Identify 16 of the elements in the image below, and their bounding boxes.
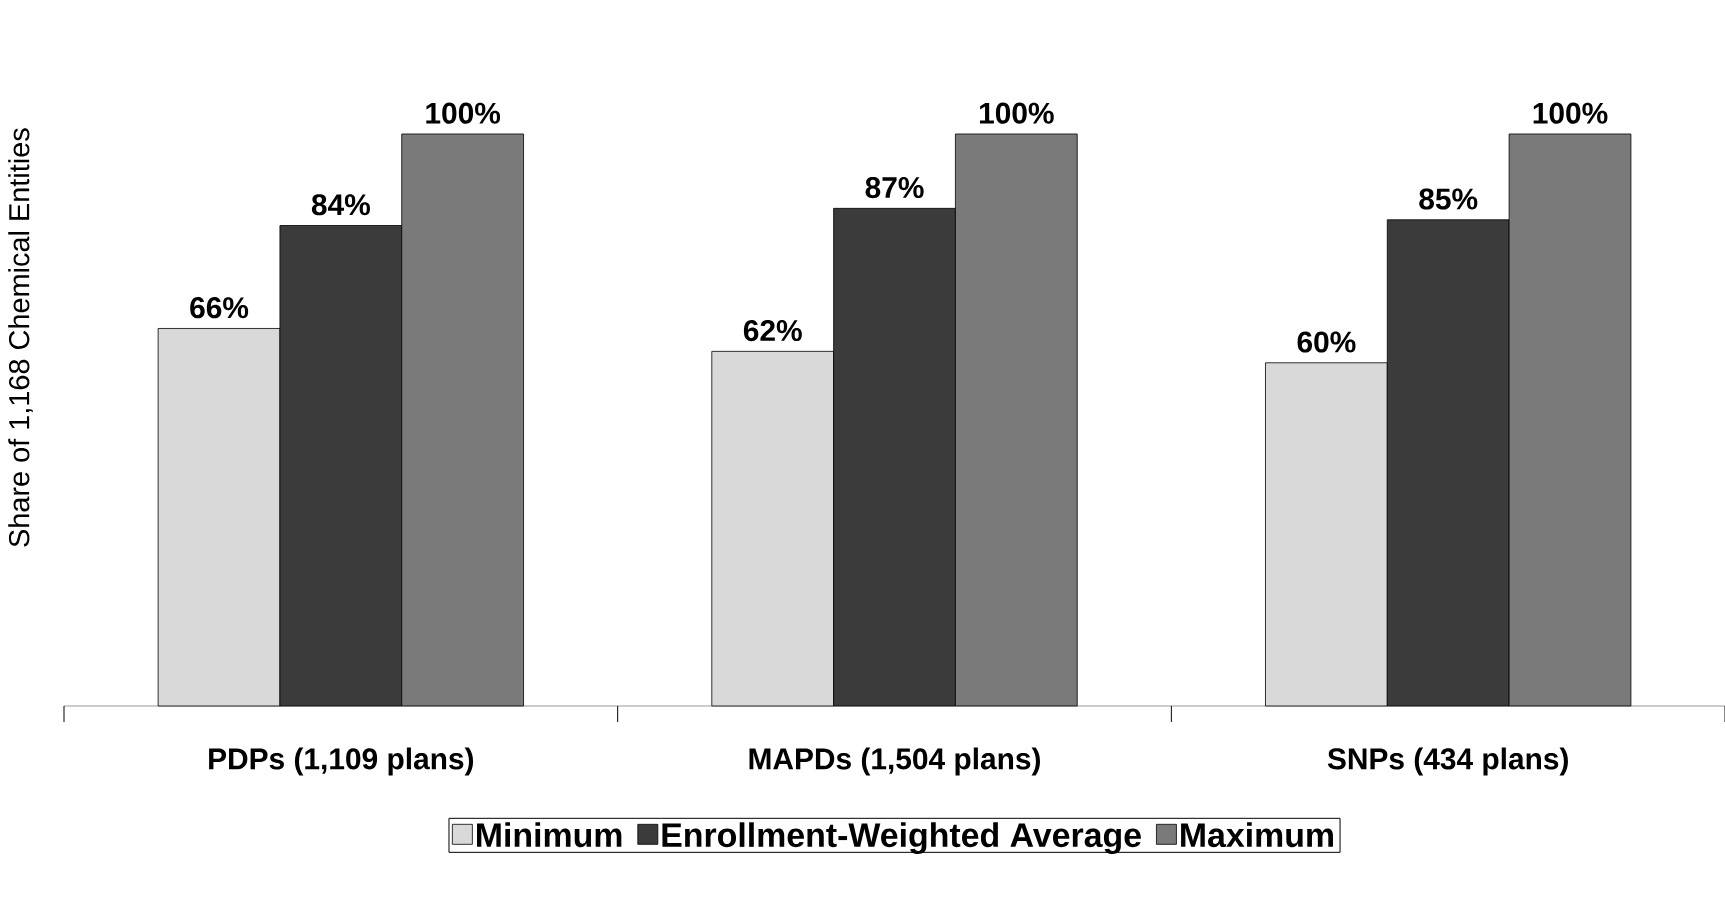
x-tick-label: SNPs (434 plans)	[1327, 747, 1568, 776]
data-label: 87%	[865, 176, 924, 199]
x-tick-label: MAPDs (1,504 plans)	[749, 747, 1040, 776]
x-tick-label: PDPs (1,109 plans)	[209, 747, 474, 776]
data-label: 66%	[190, 297, 249, 319]
y-axis-title: Share of 1,168 Chemical Entities	[8, 128, 33, 547]
legend-label: Maximum	[1181, 822, 1333, 848]
data-label: 85%	[1419, 188, 1478, 210]
data-label: 62%	[743, 319, 802, 342]
legend-label: Enrollment-Weighted Average	[662, 822, 1141, 855]
data-label: 60%	[1297, 331, 1356, 353]
data-label: 100%	[979, 102, 1054, 124]
data-label: 84%	[311, 194, 370, 216]
data-label: 100%	[1533, 102, 1608, 124]
legend-label: Minimum	[477, 822, 622, 848]
data-label: 100%	[426, 102, 501, 124]
